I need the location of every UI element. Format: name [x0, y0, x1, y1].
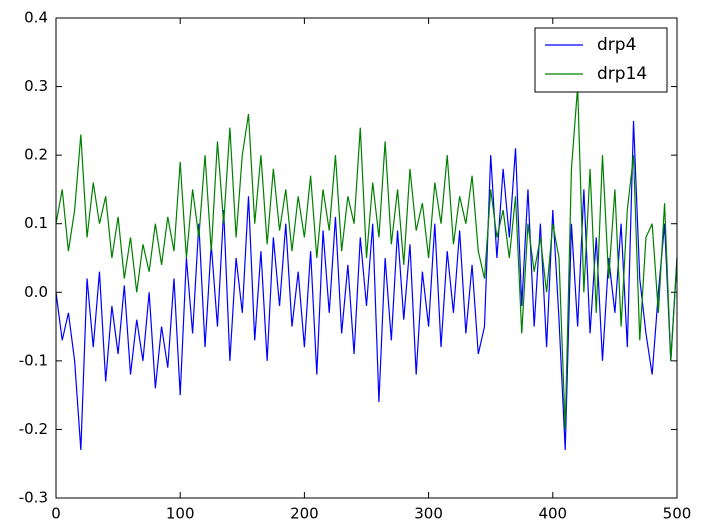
legend-label: drp4 [597, 35, 636, 55]
y-tick-label: 0.4 [24, 9, 48, 27]
x-tick-label: 400 [538, 505, 567, 523]
legend: drp4 drp14 [534, 27, 668, 93]
x-tick-label: 200 [290, 505, 319, 523]
y-tick-label: 0.1 [24, 214, 48, 232]
series-line [55, 86, 678, 430]
legend-label: drp14 [597, 64, 647, 84]
y-tick-label: 0.2 [24, 146, 48, 164]
y-tick-label: -0.1 [19, 351, 48, 369]
x-tick-label: 0 [51, 505, 61, 523]
x-tick-label: 300 [414, 505, 443, 523]
x-tick-label: 100 [166, 505, 195, 523]
y-tick-label: -0.2 [19, 420, 48, 438]
legend-box [534, 27, 668, 93]
y-tick-label: 0.0 [24, 283, 48, 301]
y-tick-label: -0.3 [19, 489, 48, 507]
series-line [55, 120, 678, 451]
x-tick-label: 500 [663, 505, 692, 523]
plot-frame [55, 17, 678, 499]
y-tick-label: 0.3 [24, 77, 48, 95]
